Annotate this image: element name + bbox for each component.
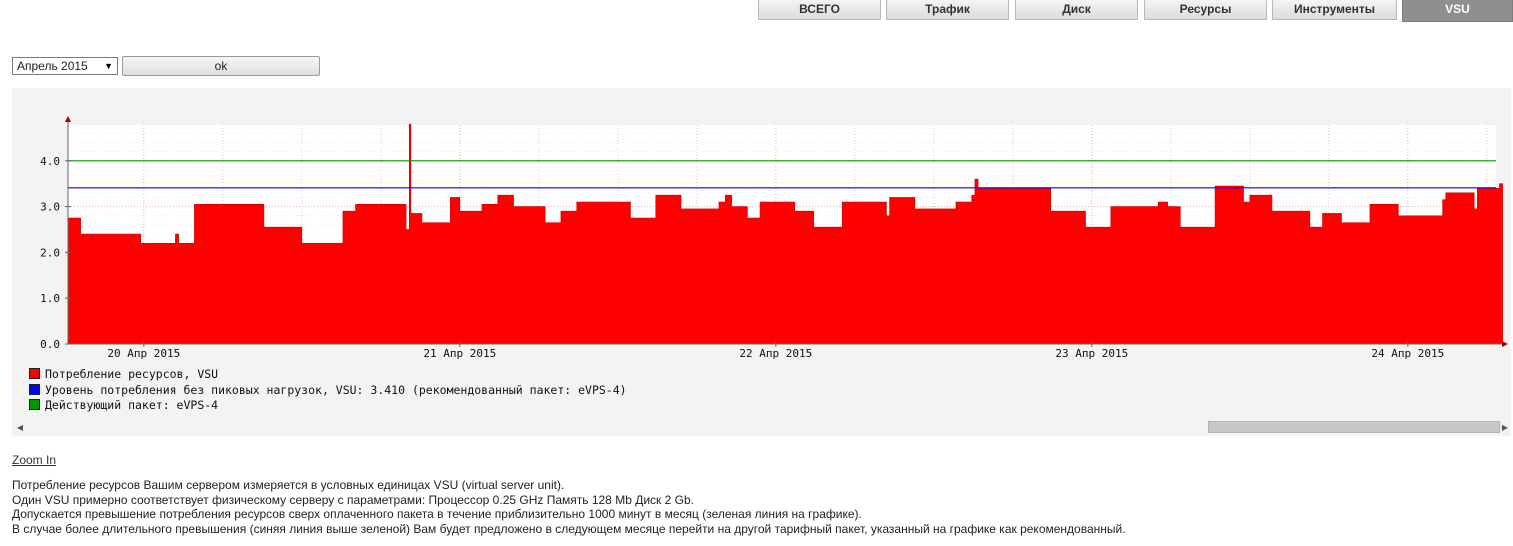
description-line: Потребление ресурсов Вашим сервером изме…: [12, 478, 565, 492]
scroll-right-icon[interactable]: ▶: [1501, 423, 1509, 432]
x-tick-label: 20 Апр 2015: [107, 347, 180, 360]
vsu-description: Потребление ресурсов Вашим сервером изме…: [12, 478, 1126, 536]
dropdown-arrow-icon: ▼: [104, 61, 113, 71]
scrollbar-thumb[interactable]: [1208, 421, 1500, 433]
month-select[interactable]: Апрель 2015 ▼: [12, 57, 118, 75]
graph-panel: 0.0 1.0 2.0 3.0 4.0 20 Апр 2015 21 Апр 2015 22 …: [12, 88, 1511, 436]
description-line: Допускается превышение потребления ресур…: [12, 507, 862, 521]
x-tick-label: 22 Апр 2015: [739, 347, 812, 360]
legend-swatch-red: [29, 368, 40, 379]
legend-item-package: Действующий пакет: eVPS-4: [29, 398, 627, 414]
y-tick-label: 0.0: [40, 338, 60, 351]
zoom-in-link[interactable]: Zoom In: [12, 453, 57, 467]
x-axis-arrow-icon: [1502, 341, 1508, 347]
legend-label-package: Действующий пакет: eVPS-4: [45, 398, 219, 412]
y-tick-label: 4.0: [40, 155, 60, 168]
x-tick-label: 21 Апр 2015: [423, 347, 496, 360]
series-usage-area: [67, 123, 1503, 345]
ok-button[interactable]: ok: [122, 56, 320, 76]
tab-tools[interactable]: Инструменты: [1272, 0, 1397, 20]
tab-disk[interactable]: Диск: [1015, 0, 1138, 20]
horizontal-scrollbar[interactable]: ◀ ▶: [12, 420, 1511, 435]
legend-label-baseline: Уровень потребления без пиковых нагрузок…: [45, 382, 627, 397]
tab-traffic[interactable]: Трафик: [886, 0, 1009, 20]
y-tick-label: 3.0: [40, 201, 60, 214]
month-select-value: Апрель 2015: [17, 59, 88, 73]
tab-vsu[interactable]: VSU: [1402, 0, 1513, 22]
x-tick-label: 24 Апр 2015: [1371, 347, 1444, 360]
legend-swatch-blue: [29, 383, 40, 395]
x-tick-label: 23 Апр 2015: [1055, 347, 1128, 360]
description-line: В случае более длительного превышения (с…: [12, 521, 1126, 536]
legend-swatch-green: [29, 399, 40, 410]
tab-total[interactable]: ВСЕГО: [758, 0, 881, 20]
legend-item-baseline: Уровень потребления без пиковых нагрузок…: [29, 383, 627, 399]
scroll-left-icon[interactable]: ◀: [16, 423, 24, 432]
y-tick-label: 2.0: [40, 246, 60, 259]
description-line: Один VSU примерно соответствует физическ…: [12, 492, 694, 507]
y-axis-arrow-icon: [65, 116, 71, 122]
legend-item-usage: Потребление ресурсов, VSU: [29, 367, 627, 383]
vsu-chart: 0.0 1.0 2.0 3.0 4.0 20 Апр 2015 21 Апр 2015 22 …: [40, 116, 1508, 360]
tab-resources[interactable]: Ресурсы: [1144, 0, 1267, 20]
chart-legend: Потребление ресурсов, VSU Уровень потреб…: [29, 367, 627, 414]
y-tick-label: 1.0: [40, 292, 60, 305]
legend-label-usage: Потребление ресурсов, VSU: [45, 367, 219, 381]
